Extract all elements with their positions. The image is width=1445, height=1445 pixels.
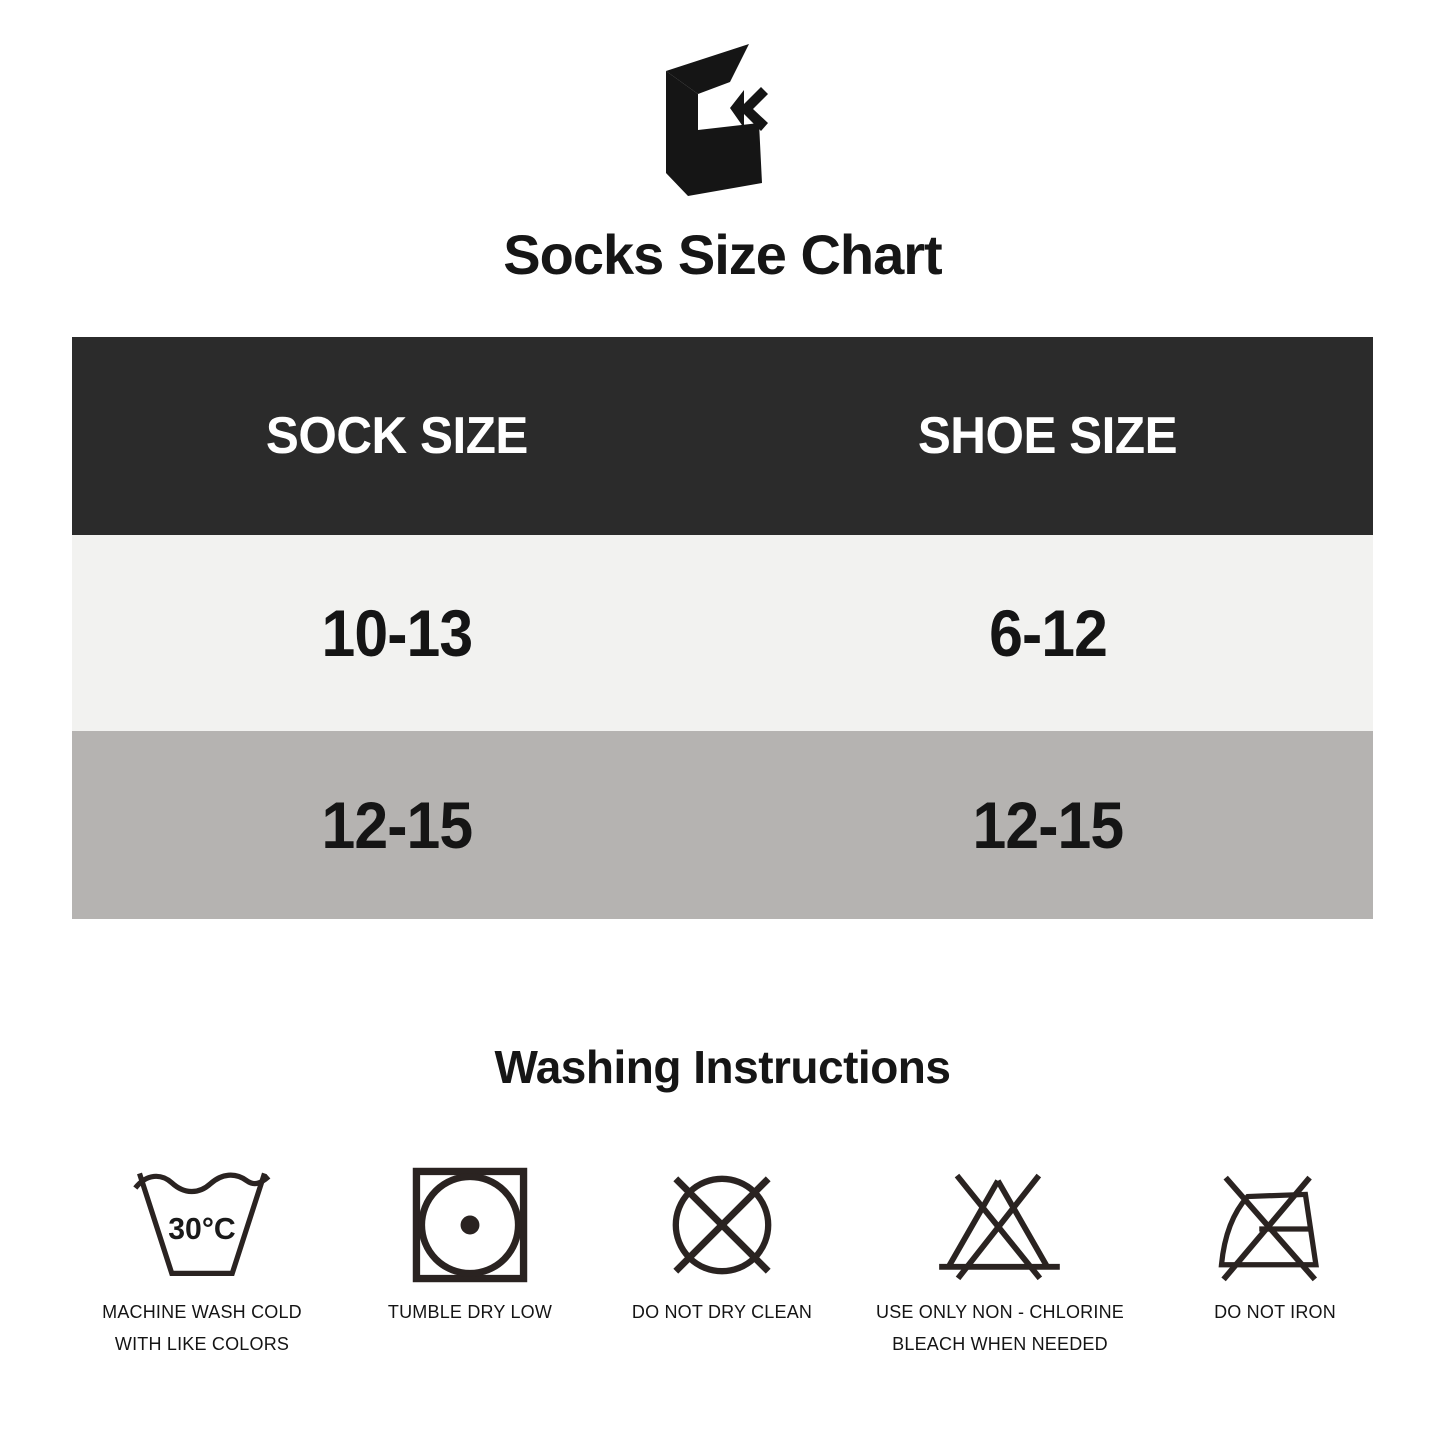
header-cell-shoe-size: SHOE SIZE — [918, 407, 1178, 465]
care-item-do-not-iron: DO NOT IRON — [1135, 1156, 1415, 1329]
care-item-non-chlorine-bleach: USE ONLY NON - CHLORINE BLEACH WHEN NEED… — [860, 1156, 1140, 1360]
wash-temperature-label: 30°C — [168, 1213, 235, 1246]
cell-sock-size-value: 12-15 — [321, 788, 474, 862]
size-table-header-row: SOCK SIZE SHOE SIZE — [72, 337, 1373, 535]
page-title: Socks Size Chart — [503, 223, 942, 286]
size-table: SOCK SIZE SHOE SIZE 10-13 6-12 12-15 12-… — [72, 337, 1373, 919]
tumble-dry-low-icon — [412, 1167, 528, 1283]
care-item-tumble-dry: TUMBLE DRY LOW — [330, 1156, 610, 1329]
table-row: 10-13 6-12 — [72, 535, 1373, 731]
washing-instructions-title: Washing Instructions — [494, 1041, 951, 1093]
do-not-iron-icon — [1218, 1175, 1319, 1282]
cell-shoe-size-value: 6-12 — [988, 596, 1108, 670]
non-chlorine-bleach-icon — [939, 1173, 1060, 1281]
do-not-dry-clean-icon — [672, 1175, 772, 1275]
care-label: TUMBLE DRY LOW — [387, 1302, 553, 1322]
machine-wash-cold-icon: 30°C — [133, 1172, 271, 1277]
gk-brand-logo-icon — [665, 44, 768, 196]
header-cell-sock-size: SOCK SIZE — [266, 407, 529, 465]
care-label: MACHINE WASH COLD WITH LIKE COLORS — [102, 1302, 302, 1354]
cell-shoe-size-value: 12-15 — [972, 788, 1124, 862]
care-item-machine-wash: 30°C MACHINE WASH COLD WITH LIKE COLORS — [62, 1156, 342, 1360]
table-row: 12-15 12-15 — [72, 731, 1373, 919]
care-label: USE ONLY NON - CHLORINE BLEACH WHEN NEED… — [876, 1302, 1124, 1354]
care-item-do-not-dry-clean: DO NOT DRY CLEAN — [582, 1156, 862, 1329]
care-label: DO NOT DRY CLEAN — [631, 1302, 813, 1322]
care-label: DO NOT IRON — [1214, 1302, 1336, 1322]
cell-sock-size-value: 10-13 — [321, 596, 474, 670]
